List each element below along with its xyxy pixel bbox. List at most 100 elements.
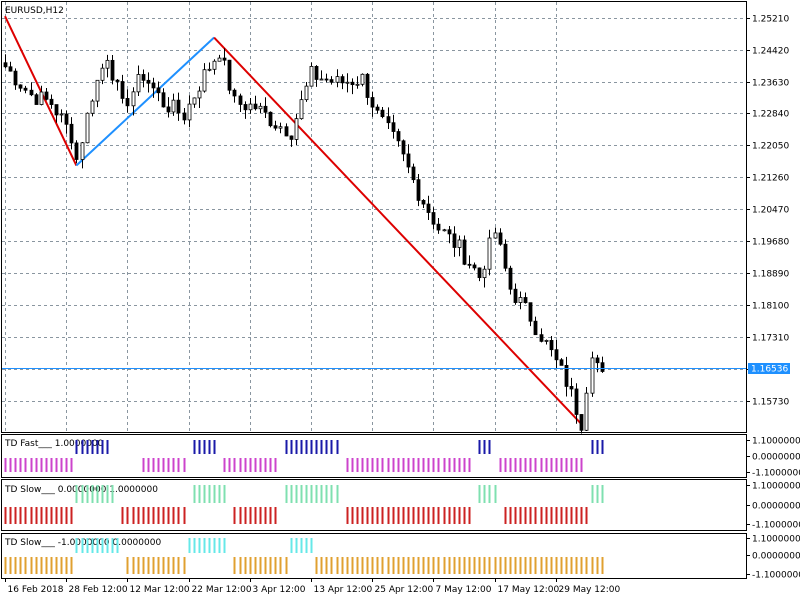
candle-body <box>13 70 18 86</box>
candle-body <box>324 78 329 81</box>
candle-body <box>85 112 90 144</box>
indicator-panel-frame <box>1 434 747 478</box>
candle-body <box>340 76 345 84</box>
candle-body <box>197 90 202 99</box>
candle-body <box>314 66 319 80</box>
candle-body <box>238 95 243 105</box>
time-tick-label: 28 Feb 12:00 <box>69 585 128 595</box>
time-tick-label: 13 Apr 12:00 <box>314 585 373 595</box>
price-tick-label: 1.20470 <box>752 206 789 216</box>
candle-body <box>523 297 528 304</box>
indicator-tick-label: 0.0000000 <box>752 453 800 463</box>
candle-body <box>549 340 554 351</box>
candle-body <box>513 288 518 303</box>
candle-body <box>202 69 207 92</box>
candle-body <box>105 59 110 69</box>
price-tick-label: 1.19680 <box>752 238 789 248</box>
candle-body <box>426 203 431 213</box>
candle-body <box>166 106 171 113</box>
candle-body <box>442 229 447 232</box>
indicator-label: TD Fast___ 1.0000000 <box>4 439 104 449</box>
candle-body <box>258 105 263 110</box>
candle-body <box>462 239 467 265</box>
time-tick-label: 12 Mar 12:00 <box>130 585 190 595</box>
candle-body <box>176 99 181 114</box>
candle-body <box>406 153 411 168</box>
candle-body <box>447 229 452 235</box>
candle-body <box>345 81 350 84</box>
candle-body <box>294 118 299 140</box>
candle-body <box>518 297 523 303</box>
candle-body <box>493 232 498 239</box>
candle-body <box>54 104 59 116</box>
candle-body <box>49 98 54 105</box>
zigzag-segment <box>213 36 583 425</box>
candle-body <box>365 73 370 98</box>
candle-body <box>559 359 564 366</box>
candle-body <box>95 79 100 102</box>
candle-body <box>554 349 559 361</box>
zigzag-segment <box>4 15 78 166</box>
candle-body <box>544 340 549 342</box>
candle-body <box>232 89 237 97</box>
candle-body <box>192 97 197 105</box>
candle-body <box>452 233 457 248</box>
candle-body <box>39 91 44 105</box>
current-price-tag-label: 1.16536 <box>751 365 788 375</box>
candle-body <box>64 113 69 125</box>
candle-body <box>136 74 141 93</box>
candle-body <box>421 200 426 205</box>
candle-body <box>80 142 85 160</box>
symbol-label: EURUSD,H12 <box>5 6 64 16</box>
candle-body <box>436 223 441 231</box>
price-tick-label: 1.22840 <box>752 110 789 120</box>
candle-body <box>248 103 253 111</box>
candle-body <box>528 302 533 322</box>
candle-body <box>18 84 23 89</box>
price-tick-label: 1.25210 <box>752 15 789 25</box>
indicator-tick-label: 1.1000000 <box>752 482 800 492</box>
indicator-tick-label: 1.1000000 <box>752 535 800 545</box>
price-tick-label: 1.24420 <box>752 47 789 57</box>
current-price-tag <box>748 363 790 374</box>
candle-body <box>156 87 161 94</box>
zigzag-lines <box>4 15 583 425</box>
candle-body <box>100 67 105 81</box>
indicator-panel-td-slow: TD Slow___ 0.0000000 1.0000000 1.1000000… <box>1 479 800 531</box>
candle-body <box>69 123 74 144</box>
candle-body <box>115 79 120 82</box>
candle-body <box>411 166 416 181</box>
candle-body <box>284 126 289 137</box>
price-axis: 1.25210 1.24420 1.23630 1.22840 1.22050 1.212… <box>746 15 789 408</box>
candle-body <box>131 91 136 107</box>
candle-body <box>380 109 385 118</box>
candle-body <box>386 116 391 124</box>
candle-body <box>508 267 513 290</box>
candle-body <box>8 66 13 72</box>
time-tick-label: 3 Apr 12:00 <box>253 585 306 595</box>
zigzag-segment <box>75 36 215 167</box>
price-tick-label: 1.17310 <box>752 334 789 344</box>
candle-body <box>304 85 309 101</box>
indicator-panel-frame <box>1 479 747 531</box>
price-panel-frame <box>1 1 747 433</box>
candle-body <box>396 131 401 142</box>
candle-body <box>401 140 406 155</box>
candle-body <box>161 92 166 108</box>
candle-body <box>125 98 130 107</box>
indicator-tick-label: -1.1000000 <box>752 521 800 531</box>
candle-body <box>227 59 232 91</box>
indicator-tick-label: -1.1000000 <box>752 571 800 581</box>
candle-body <box>146 79 151 84</box>
candle-body <box>34 94 39 105</box>
candle-body <box>212 60 217 70</box>
candle-body <box>90 100 95 114</box>
candle-body <box>207 68 212 71</box>
candle-body <box>74 142 79 160</box>
candle-body <box>120 81 125 99</box>
candle-body <box>595 357 600 364</box>
candle-body <box>477 267 482 279</box>
candle-body <box>569 386 574 390</box>
candle-body <box>29 89 34 96</box>
